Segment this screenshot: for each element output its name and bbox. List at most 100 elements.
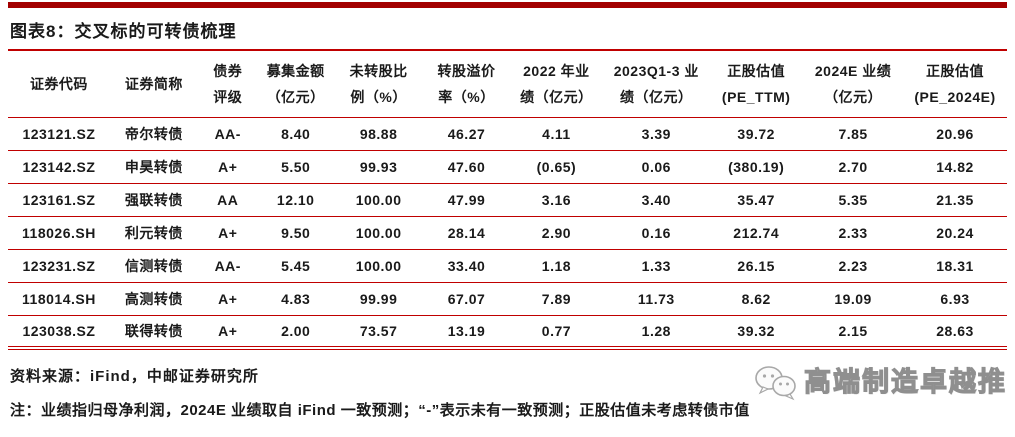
cell-premium: 46.27 <box>447 125 486 142</box>
cell-2023q13: 0.16 <box>641 224 671 241</box>
cell-pe-2024e: 20.24 <box>936 224 974 241</box>
col-header-2024e-earnings: 2024E 业绩 （亿元） <box>814 62 892 105</box>
col-header-conversion-premium: 转股溢价 率（%） <box>437 62 496 105</box>
cell-security-code: 123038.SZ <box>22 322 96 339</box>
cell-unconverted: 99.99 <box>359 290 398 307</box>
col-header-security-code: 证券代码 <box>29 75 88 92</box>
cell-raised: 5.45 <box>281 257 311 274</box>
cell-2023q13: 3.40 <box>641 191 671 208</box>
cell-pe-ttm: 35.47 <box>737 191 775 208</box>
cell-2024e: 2.23 <box>838 257 868 274</box>
col-header-2023q13-earnings: 2023Q1-3 业绩（亿元） <box>613 62 699 105</box>
cell-2024e: 2.15 <box>838 322 868 339</box>
cell-2022: 0.77 <box>541 322 572 339</box>
cell-unconverted: 100.00 <box>355 191 402 208</box>
cell-pe-2024e: 18.31 <box>936 257 974 274</box>
cell-2024e: 5.35 <box>838 191 868 208</box>
cell-pe-ttm: 39.32 <box>737 322 775 339</box>
cell-rating: A+ <box>218 224 238 241</box>
cell-pe-ttm: 8.62 <box>741 290 771 307</box>
table-row: 118026.SH 利元转债 A+ 9.50 100.00 28.14 2.90 0.16 21… <box>8 216 1007 249</box>
cell-pe-2024e: 14.82 <box>936 158 974 175</box>
title-divider <box>8 49 1007 51</box>
cell-premium: 28.14 <box>447 224 486 241</box>
figure-title: 图表8：交叉标的可转债梳理 <box>10 22 237 41</box>
cell-security-code: 123121.SZ <box>22 125 96 142</box>
cell-pe-ttm: 26.15 <box>737 257 775 274</box>
col-header-pe-ttm: 正股估值 (PE_TTM) <box>721 62 791 105</box>
cell-2022: (0.65) <box>536 158 577 175</box>
cell-security-name: 帝尔转债 <box>124 125 183 142</box>
cell-rating: AA <box>217 191 239 208</box>
cell-security-name: 信测转债 <box>124 257 183 274</box>
cell-security-name: 强联转债 <box>124 191 183 208</box>
cell-unconverted: 73.57 <box>359 322 398 339</box>
cell-rating: A+ <box>218 158 238 175</box>
cell-2024e: 2.70 <box>838 158 868 175</box>
cell-2023q13: 1.33 <box>641 257 671 274</box>
cell-2023q13: 3.39 <box>641 125 671 142</box>
cell-pe-ttm: (380.19) <box>728 158 785 175</box>
cell-security-code: 118026.SH <box>22 224 96 241</box>
cell-rating: A+ <box>218 322 238 339</box>
cell-2023q13: 0.06 <box>641 158 671 175</box>
top-accent-bar <box>8 2 1007 8</box>
cell-2022: 7.89 <box>541 290 572 307</box>
cell-unconverted: 98.88 <box>359 125 398 142</box>
cell-security-name: 申昊转债 <box>124 158 183 175</box>
convertible-bonds-table: 证券代码 证券简称 债券 评级 募集金额 （亿元） 未转股比 例（%） 转股溢价 率（%… <box>8 51 1007 350</box>
col-header-unconverted-ratio: 未转股比 例（%） <box>349 62 408 105</box>
cell-premium: 13.19 <box>447 322 486 339</box>
table-row: 123231.SZ 信测转债 AA- 5.45 100.00 33.40 1.18 1.33 2… <box>8 249 1007 282</box>
cell-raised: 4.83 <box>281 290 311 307</box>
cell-pe-2024e: 20.96 <box>936 125 974 142</box>
cell-2024e: 2.33 <box>838 224 868 241</box>
cell-rating: AA- <box>214 125 241 142</box>
cell-rating: AA- <box>214 257 241 274</box>
cell-2022: 4.11 <box>542 125 571 142</box>
cell-security-code: 123142.SZ <box>22 158 96 175</box>
cell-security-code: 123231.SZ <box>22 257 96 274</box>
col-header-pe-2024e: 正股估值 (PE_2024E) <box>914 62 996 105</box>
cell-security-name: 利元转债 <box>124 224 183 241</box>
cell-2023q13: 11.73 <box>637 290 675 307</box>
cell-raised: 12.10 <box>276 191 315 208</box>
cell-pe-2024e: 28.63 <box>936 322 974 339</box>
table-header-row: 证券代码 证券简称 债券 评级 募集金额 （亿元） 未转股比 例（%） 转股溢价 率（%… <box>8 51 1007 117</box>
table-row: 123121.SZ 帝尔转债 AA- 8.40 98.88 46.27 4.11 3.39 39… <box>8 117 1007 150</box>
cell-premium: 47.99 <box>447 191 486 208</box>
cell-raised: 8.40 <box>281 125 311 142</box>
cell-pe-ttm: 39.72 <box>737 125 775 142</box>
cell-unconverted: 100.00 <box>355 224 402 241</box>
cell-security-name: 高测转债 <box>124 290 183 307</box>
cell-2023q13: 1.28 <box>641 322 671 339</box>
cell-pe-ttm: 212.74 <box>733 224 780 241</box>
cell-security-code: 118014.SH <box>22 290 96 307</box>
cell-pe-2024e: 21.35 <box>936 191 974 208</box>
cell-raised: 9.50 <box>281 224 311 241</box>
cell-2024e: 19.09 <box>834 290 872 307</box>
cell-rating: A+ <box>218 290 238 307</box>
cell-security-code: 123161.SZ <box>22 191 96 208</box>
cell-raised: 5.50 <box>281 158 311 175</box>
cell-security-name: 联得转债 <box>124 322 183 339</box>
cell-2024e: 7.85 <box>838 125 868 142</box>
cell-raised: 2.00 <box>281 322 311 339</box>
cell-premium: 67.07 <box>447 290 486 307</box>
cell-pe-2024e: 6.93 <box>940 290 970 307</box>
cell-2022: 3.16 <box>541 191 572 208</box>
table-row: 123142.SZ 申昊转债 A+ 5.50 99.93 47.60 (0.65) 0.06 (… <box>8 150 1007 183</box>
cell-2022: 1.18 <box>541 257 572 274</box>
cell-premium: 33.40 <box>447 257 486 274</box>
cell-unconverted: 100.00 <box>355 257 402 274</box>
table-row: 123161.SZ 强联转债 AA 12.10 100.00 47.99 3.16 3.40 3… <box>8 183 1007 216</box>
table-row: 123038.SZ 联得转债 A+ 2.00 73.57 13.19 0.77 1.28 39.… <box>8 315 1007 348</box>
cell-2022: 2.90 <box>541 224 572 241</box>
col-header-security-name: 证券简称 <box>124 75 183 92</box>
col-header-bond-rating: 债券 评级 <box>213 62 243 105</box>
cell-premium: 47.60 <box>447 158 486 175</box>
col-header-2022-earnings: 2022 年业 绩（亿元） <box>520 62 593 105</box>
source-line: 资料来源：iFind，中邮证券研究所 <box>10 368 259 385</box>
cell-unconverted: 99.93 <box>359 158 398 175</box>
